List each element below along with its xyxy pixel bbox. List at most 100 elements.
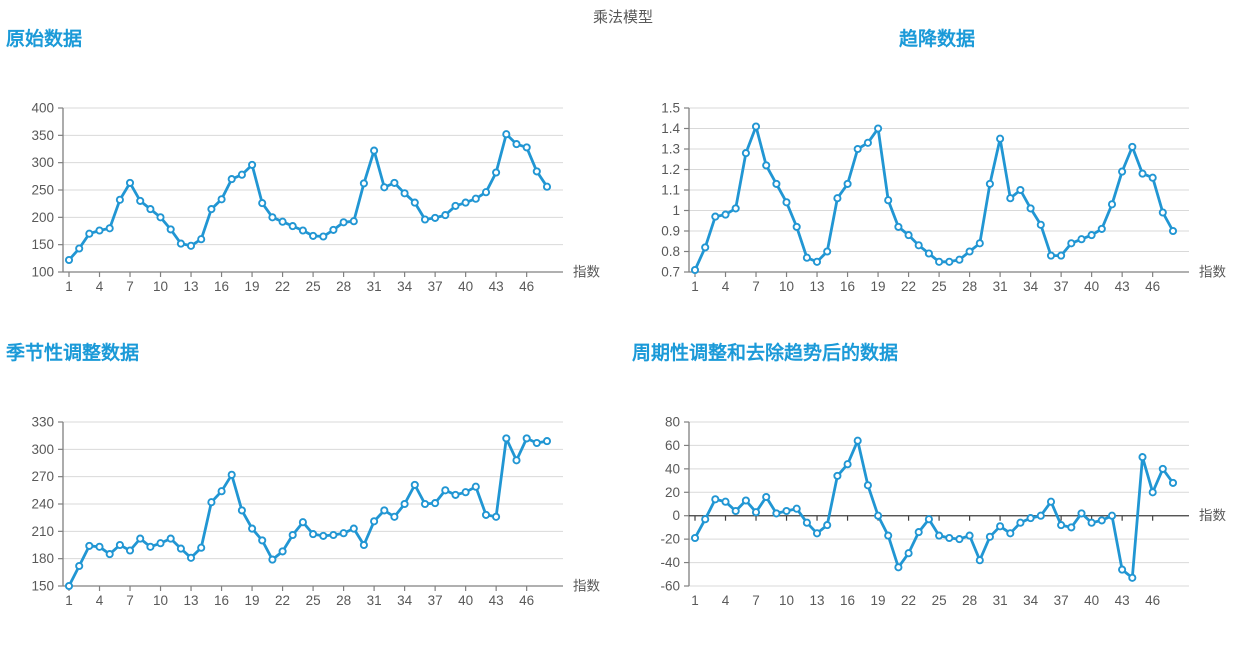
data-point-marker [136, 534, 145, 543]
data-point-marker [1046, 497, 1056, 506]
data-point-marker [1168, 226, 1178, 236]
data-point-marker [894, 563, 903, 572]
x-tick-label: 22 [275, 593, 290, 608]
data-point-marker [105, 550, 114, 559]
data-point-marker [1016, 518, 1025, 527]
data-point-marker [711, 495, 720, 504]
chart-detrended-data: 趋降数据 1.5 1.4 1.3 1.2 1.1 1 0.9 0.8 0.7 1 4 7 10 13 16 1… [629, 28, 1245, 296]
y-tick-label: 1.1 [661, 183, 680, 198]
x-tick-label: 25 [306, 593, 321, 608]
data-point-marker [481, 510, 491, 519]
y-tick-label: 1.4 [661, 121, 680, 136]
data-point-marker [1057, 521, 1066, 530]
x-tick-label: 40 [458, 279, 473, 294]
data-point-marker [1006, 529, 1015, 538]
x-tick-label: 28 [336, 593, 351, 608]
data-point-marker [115, 540, 124, 550]
y-tick-label: 40 [665, 461, 680, 476]
x-tick-label: 34 [397, 279, 413, 294]
data-point-marker [278, 547, 287, 556]
data-point-marker [863, 481, 872, 490]
data-point-marker [751, 122, 761, 131]
x-tick-label: 10 [153, 279, 168, 294]
data-point-marker [542, 437, 552, 446]
chart-seasonally-adjusted-data: 季节性调整数据 330 300 270 240 210 180 150 1 4 7 10 13 16 19… [3, 342, 619, 610]
x-tick-label: 7 [126, 279, 134, 294]
data-point-marker [965, 531, 974, 540]
data-point-marker [431, 499, 440, 508]
x-tick-label: 19 [871, 279, 886, 294]
data-point-marker [380, 506, 389, 515]
data-point-marker [1087, 518, 1096, 527]
x-tick-label: 25 [932, 279, 947, 294]
data-point-marker [298, 226, 307, 235]
x-tick-label: 28 [336, 279, 351, 294]
y-tick-label: 210 [31, 524, 54, 539]
data-point-marker [248, 160, 257, 169]
data-point-marker [731, 506, 740, 516]
data-point-marker [1026, 514, 1035, 523]
data-point-marker [996, 134, 1005, 143]
y-tick-label: 250 [31, 183, 54, 198]
data-point-marker [772, 509, 781, 518]
data-point-marker [451, 201, 460, 210]
y-tick-label: 80 [665, 415, 680, 430]
data-point-marker [762, 161, 771, 170]
data-point-marker [1138, 169, 1147, 178]
data-point-marker [502, 434, 511, 443]
data-point-marker [823, 247, 832, 256]
chart-title-cycle-adjusted-detrended-data: 周期性调整和去除趋势后的数据 [632, 343, 899, 364]
data-point-marker [863, 138, 872, 147]
y-tick-label: -20 [660, 532, 680, 547]
data-point-marker [1148, 488, 1157, 497]
x-tick-label: 4 [96, 279, 104, 294]
data-point-marker [823, 521, 832, 530]
x-tick-label: 7 [752, 279, 760, 294]
data-point-marker [955, 255, 964, 264]
x-tick-label: 46 [519, 593, 534, 608]
data-point-marker [884, 531, 893, 540]
data-point-marker [420, 215, 430, 224]
x-tick-label: 16 [840, 279, 855, 294]
data-point-marker [843, 460, 852, 469]
data-point-marker [248, 524, 257, 533]
x-axis-title: 指数 [1199, 265, 1227, 280]
data-point-marker [125, 178, 135, 187]
data-point-marker [701, 515, 710, 524]
data-point-marker [792, 222, 801, 231]
data-point-marker [156, 213, 165, 222]
data-point-marker [298, 518, 307, 527]
x-tick-label: 4 [722, 593, 730, 608]
x-tick-label: 10 [779, 279, 794, 294]
data-point-marker [1128, 573, 1137, 582]
data-point-marker [349, 217, 358, 226]
x-tick-label: 31 [367, 593, 382, 608]
data-point-marker [1118, 167, 1127, 176]
data-point-marker [1138, 453, 1147, 462]
data-point-marker [400, 499, 409, 509]
data-point-marker [75, 561, 84, 571]
x-tick-label: 37 [428, 279, 443, 294]
data-point-marker [874, 124, 883, 133]
data-point-marker [207, 205, 216, 214]
data-point-marker [741, 496, 750, 505]
data-point-marker [85, 229, 94, 238]
data-point-marker [380, 183, 389, 192]
data-point-marker [924, 515, 933, 524]
y-tick-label: 20 [665, 485, 680, 500]
data-point-marker [105, 224, 114, 233]
data-point-marker [339, 529, 348, 538]
data-point-marker [1118, 565, 1127, 574]
y-tick-label: -40 [660, 555, 680, 570]
data-point-marker [853, 436, 862, 445]
data-point-marker [711, 212, 720, 221]
y-tick-label: 300 [31, 442, 54, 457]
x-tick-label: 37 [428, 593, 443, 608]
data-point-marker [329, 225, 338, 234]
data-point-marker [146, 205, 155, 214]
data-point-marker [278, 217, 287, 226]
seasonally-adjusted-data-plot: 330 300 270 240 210 180 150 1 4 7 10 13 16 19 22 25 28 31… [31, 415, 600, 609]
data-point-marker [1107, 200, 1117, 209]
cycle-adjusted-detrended-data-plot: 80 60 40 20 0 -20 -40 -60 1 4 7 10 13 16 19 22 25 28 31 34 3… [660, 415, 1226, 609]
data-point-marker [802, 518, 811, 527]
